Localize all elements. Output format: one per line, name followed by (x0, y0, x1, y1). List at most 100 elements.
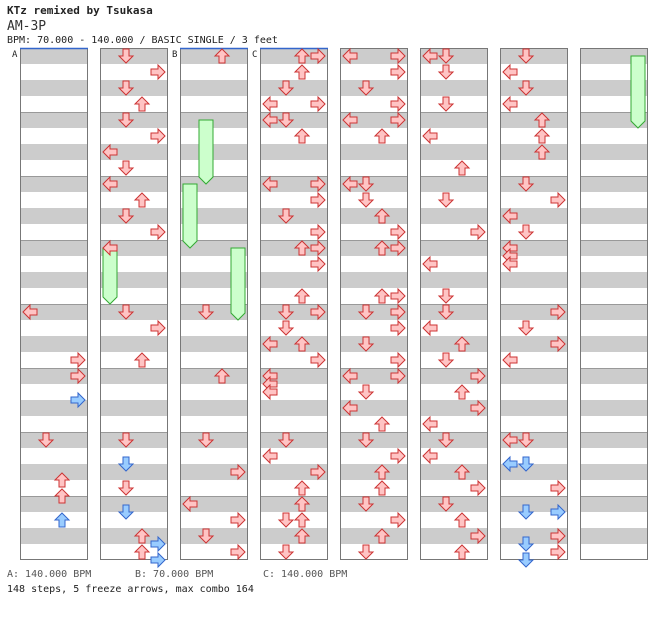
arrow-left-icon (342, 367, 358, 385)
arrow-up-icon (373, 208, 391, 224)
arrow-left-icon (262, 175, 278, 193)
song-name: AM-3P (7, 19, 47, 34)
arrow-right-icon (390, 223, 406, 241)
arrow-down-icon (117, 112, 135, 128)
arrow-right-icon (310, 223, 326, 241)
arrow-down-icon (517, 80, 535, 96)
arrow-right-icon (310, 175, 326, 193)
freeze-arrow (230, 247, 246, 321)
arrow-right-icon (550, 335, 566, 353)
arrow-right-icon (550, 191, 566, 209)
arrow-right-icon (230, 511, 246, 529)
arrow-down-icon (117, 504, 135, 520)
chart-column (580, 48, 648, 560)
arrow-right-icon (150, 551, 166, 569)
arrow-down-icon (117, 208, 135, 224)
arrow-right-icon (390, 111, 406, 129)
arrow-left-icon (502, 63, 518, 81)
arrow-right-icon (390, 303, 406, 321)
arrow-left-icon (422, 415, 438, 433)
arrow-down-icon (437, 64, 455, 80)
arrow-up-icon (453, 464, 471, 480)
arrow-up-icon (533, 112, 551, 128)
arrow-down-icon (517, 432, 535, 448)
arrow-down-icon (277, 320, 295, 336)
arrow-right-icon (470, 223, 486, 241)
arrow-right-icon (390, 47, 406, 65)
arrow-down-icon (357, 80, 375, 96)
arrow-down-icon (117, 304, 135, 320)
arrow-left-icon (342, 47, 358, 65)
chart-column (100, 48, 168, 560)
arrow-right-icon (150, 223, 166, 241)
arrow-right-icon (390, 319, 406, 337)
arrow-down-icon (437, 288, 455, 304)
arrow-right-icon (550, 543, 566, 561)
arrow-up-icon (213, 368, 231, 384)
arrow-right-icon (230, 543, 246, 561)
arrow-down-icon (357, 192, 375, 208)
arrow-up-icon (293, 480, 311, 496)
arrow-down-icon (517, 320, 535, 336)
arrow-left-icon (502, 431, 518, 449)
arrow-down-icon (517, 176, 535, 192)
arrow-up-icon (133, 192, 151, 208)
arrow-left-icon (102, 175, 118, 193)
arrow-left-icon (502, 255, 518, 273)
arrow-right-icon (230, 463, 246, 481)
arrow-left-icon (342, 175, 358, 193)
arrow-right-icon (310, 191, 326, 209)
arrow-up-icon (293, 512, 311, 528)
arrow-down-icon (357, 432, 375, 448)
arrow-up-icon (533, 144, 551, 160)
arrow-down-icon (357, 544, 375, 560)
arrow-left-icon (22, 303, 38, 321)
arrow-right-icon (310, 95, 326, 113)
arrow-up-icon (133, 352, 151, 368)
arrow-left-icon (262, 95, 278, 113)
arrow-left-icon (102, 239, 118, 257)
arrow-up-icon (53, 488, 71, 504)
arrow-right-icon (150, 127, 166, 145)
arrow-right-icon (470, 479, 486, 497)
bpm-legend-b: B: 70.000 BPM (135, 569, 214, 580)
arrow-down-icon (517, 456, 535, 472)
bpm-marker-label: C (252, 50, 257, 60)
arrow-up-icon (133, 96, 151, 112)
arrow-down-icon (517, 552, 535, 568)
freeze-arrow (198, 119, 214, 185)
arrow-down-icon (437, 48, 455, 64)
arrow-up-icon (533, 128, 551, 144)
arrow-right-icon (310, 463, 326, 481)
arrow-up-icon (293, 128, 311, 144)
arrow-up-icon (293, 288, 311, 304)
arrow-up-icon (453, 160, 471, 176)
arrow-left-icon (422, 47, 438, 65)
arrow-up-icon (133, 528, 151, 544)
arrow-up-icon (293, 48, 311, 64)
arrow-right-icon (550, 527, 566, 545)
bpm-difficulty-line: BPM: 70.000 - 140.000 / BASIC SINGLE / 3… (7, 35, 278, 46)
arrow-left-icon (342, 111, 358, 129)
arrow-down-icon (517, 224, 535, 240)
arrow-left-icon (422, 127, 438, 145)
arrow-right-icon (390, 239, 406, 257)
arrow-up-icon (373, 464, 391, 480)
arrow-up-icon (293, 240, 311, 256)
arrow-left-icon (502, 455, 518, 473)
arrow-right-icon (70, 351, 86, 369)
arrow-right-icon (310, 255, 326, 273)
arrow-down-icon (117, 480, 135, 496)
arrow-down-icon (277, 208, 295, 224)
arrow-right-icon (390, 287, 406, 305)
arrow-down-icon (37, 432, 55, 448)
chart-column (340, 48, 408, 560)
freeze-arrow (182, 183, 198, 249)
arrow-down-icon (357, 496, 375, 512)
arrow-down-icon (197, 528, 215, 544)
arrow-up-icon (453, 336, 471, 352)
arrow-right-icon (70, 367, 86, 385)
arrow-up-icon (53, 472, 71, 488)
arrow-right-icon (470, 399, 486, 417)
arrow-down-icon (517, 536, 535, 552)
